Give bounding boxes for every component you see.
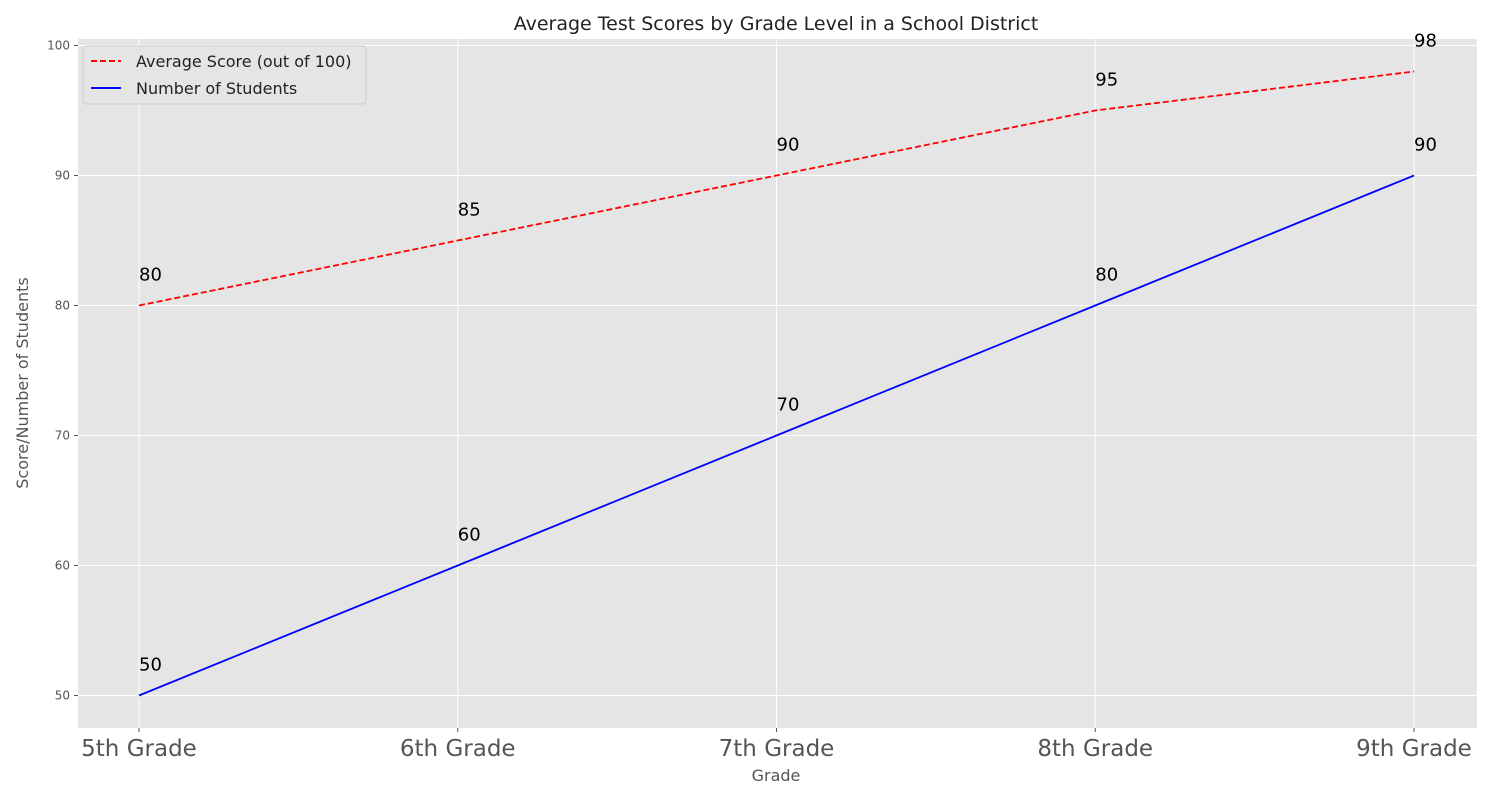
x-tick-label-5th-grade: 5th Grade: [81, 736, 197, 762]
series-line-number-of-students: [138, 174, 1415, 697]
x-tick-label-6th-grade: 6th Grade: [400, 736, 516, 762]
x-axis-ticks: 5th Grade 6th Grade 7th Grade 8th Grade 9th …: [81, 728, 1472, 762]
data-label-average-score-out-of-100-9th-grade: 98: [1414, 31, 1437, 52]
chart-title: Average Test Scores by Grade Level in a …: [514, 13, 1039, 35]
series-lines: [138, 70, 1415, 697]
data-label-number-of-students-7th-grade: 70: [777, 395, 800, 416]
legend-entry-number-of-students: Number of Students: [136, 79, 297, 98]
plot-background: [78, 39, 1477, 728]
y-axis-ticks: 50 60 70 80 90 100: [47, 39, 78, 703]
data-label-average-score-out-of-100-8th-grade: 95: [1095, 70, 1118, 91]
y-tick-label-90: 90: [55, 169, 70, 183]
legend: Average Score (out of 100) Number of Stu…: [82, 45, 367, 105]
y-tick-label-70: 70: [55, 429, 70, 443]
y-tick-label-100: 100: [47, 39, 70, 53]
y-tick-label-80: 80: [55, 299, 70, 313]
y-axis-label: Score/Number of Students: [13, 277, 32, 488]
legend-entry-average-score: Average Score (out of 100): [136, 52, 352, 71]
data-label-number-of-students-5th-grade: 50: [139, 655, 162, 676]
series-line-average-score-out-of-100: [138, 70, 1415, 307]
data-label-number-of-students-9th-grade: 90: [1414, 135, 1437, 156]
x-tick-label-9th-grade: 9th Grade: [1356, 736, 1472, 762]
y-tick-label-50: 50: [55, 689, 70, 703]
legend-box: [82, 45, 367, 105]
data-label-number-of-students-8th-grade: 80: [1095, 265, 1118, 286]
y-tick-label-60: 60: [55, 559, 70, 573]
data-label-average-score-out-of-100-7th-grade: 90: [777, 135, 800, 156]
x-tick-label-8th-grade: 8th Grade: [1037, 736, 1153, 762]
data-labels: 80 85 90 95 98 50 60 70 80 90: [139, 31, 1437, 676]
x-axis-label: Grade: [752, 766, 801, 785]
x-tick-label-7th-grade: 7th Grade: [719, 736, 835, 762]
data-label-number-of-students-6th-grade: 60: [458, 525, 481, 546]
data-label-average-score-out-of-100-6th-grade: 85: [458, 200, 481, 221]
data-label-average-score-out-of-100-5th-grade: 80: [139, 265, 162, 286]
